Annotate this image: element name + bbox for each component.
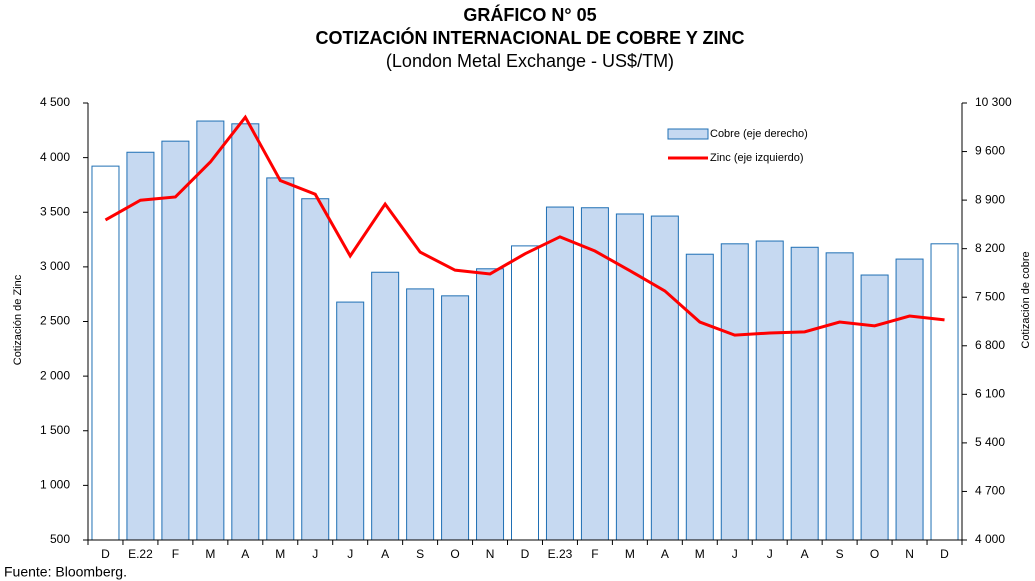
bar [161, 140, 190, 541]
y2-tick-label: 5 400 [975, 435, 1005, 449]
x-tick-label: J [347, 547, 353, 561]
legend-label: Zinc (eje izquierdo) [710, 152, 804, 164]
bar [825, 252, 854, 541]
bar [371, 271, 400, 541]
x-tick-label: F [172, 547, 179, 561]
y2-tick-label: 6 800 [975, 338, 1005, 352]
chart-title: GRÁFICO N° 05 [463, 4, 596, 25]
x-tick-label: M [625, 547, 635, 561]
y-tick-label: 3 000 [40, 259, 70, 273]
bar [266, 177, 295, 541]
x-tick-label: M [205, 547, 215, 561]
chart-title: COTIZACIÓN INTERNACIONAL DE COBRE Y ZINC [315, 27, 744, 48]
y2-tick-label: 7 500 [975, 289, 1005, 303]
bar [336, 301, 365, 541]
x-tick-label: N [905, 547, 914, 561]
bar [126, 151, 155, 541]
y-tick-label: 1 000 [40, 478, 70, 492]
bar [720, 243, 749, 541]
x-tick-label: J [767, 547, 773, 561]
x-tick-label: D [521, 547, 530, 561]
x-tick-label: S [416, 547, 424, 561]
bar [196, 120, 225, 541]
x-tick-label: M [275, 547, 285, 561]
bar [231, 123, 260, 541]
bar [755, 240, 784, 541]
bar [895, 258, 924, 541]
bar [685, 253, 714, 541]
y2-tick-label: 10 300 [975, 95, 1012, 109]
bar [441, 295, 470, 541]
x-tick-label: J [732, 547, 738, 561]
y-tick-label: 2 500 [40, 314, 70, 328]
y-tick-label: 3 500 [40, 204, 70, 218]
y2-tick-label: 6 100 [975, 387, 1005, 401]
y-tick-label: 4 500 [40, 95, 70, 109]
x-tick-label: E.22 [128, 547, 153, 561]
y2-tick-label: 4 700 [975, 484, 1005, 498]
chart-subtitle: (London Metal Exchange - US$/TM) [386, 51, 674, 71]
x-tick-label: D [940, 547, 949, 561]
y-axis-label: Cotización de Zinc [12, 274, 24, 365]
y2-tick-label: 4 000 [975, 532, 1005, 546]
legend-swatch [667, 128, 709, 140]
x-tick-label: A [241, 547, 249, 561]
x-tick-label: M [695, 547, 705, 561]
bar [790, 246, 819, 541]
bar [615, 213, 644, 541]
legend-label: Cobre (eje derecho) [710, 128, 808, 140]
bar [406, 288, 435, 541]
x-tick-label: F [591, 547, 598, 561]
y2-axis-label: Cotización de cobre [1020, 251, 1032, 348]
bar [476, 268, 505, 541]
x-tick-label: S [836, 547, 844, 561]
bar [930, 243, 959, 541]
y-tick-label: 2 000 [40, 368, 70, 382]
bar [511, 245, 539, 541]
y-tick-label: 500 [50, 532, 70, 546]
bar [545, 206, 574, 541]
x-tick-label: A [661, 547, 669, 561]
x-tick-label: D [101, 547, 110, 561]
y-tick-label: 4 000 [40, 150, 70, 164]
bar [860, 274, 889, 541]
y-tick-label: 1 500 [40, 423, 70, 437]
y2-tick-label: 9 600 [975, 144, 1005, 158]
x-tick-label: E.23 [548, 547, 573, 561]
x-tick-label: O [870, 547, 879, 561]
line-series [104, 114, 945, 337]
x-tick-label: A [381, 547, 389, 561]
x-tick-label: N [486, 547, 495, 561]
y2-tick-label: 8 900 [975, 192, 1005, 206]
x-tick-label: O [450, 547, 459, 561]
source-note: Fuente: Bloomberg. [4, 564, 127, 580]
bar [580, 207, 609, 541]
bar [301, 198, 330, 541]
bar [91, 165, 120, 541]
bar [650, 215, 679, 541]
x-tick-label: J [312, 547, 318, 561]
y2-tick-label: 8 200 [975, 241, 1005, 255]
x-tick-label: A [801, 547, 809, 561]
